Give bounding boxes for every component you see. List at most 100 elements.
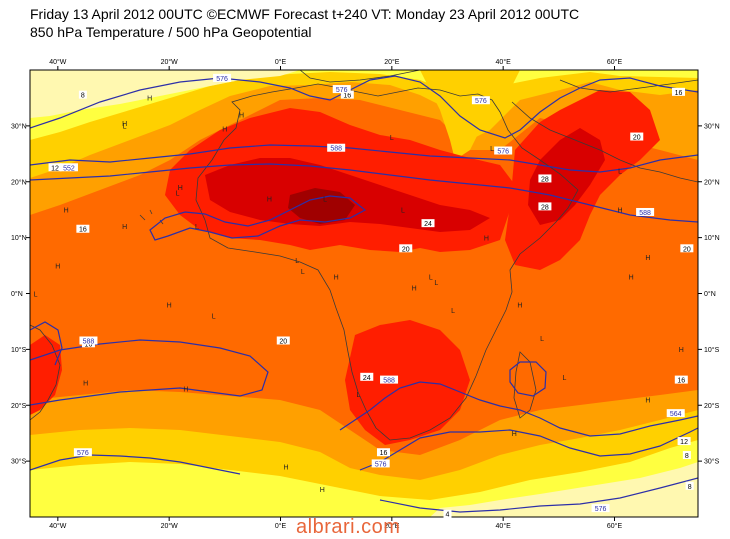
lat-label-left: 30°N <box>11 122 27 130</box>
high-marker: H <box>679 347 684 354</box>
svg-text:588: 588 <box>639 210 651 217</box>
geopotential-contours <box>30 75 698 513</box>
geopotential-label: 564 <box>666 409 685 418</box>
pressure-center-markers: HHHHHHHHHHHHHHHHHHHHHHHHLLLLLLLLLLLLLLLL… <box>34 96 684 494</box>
lat-label-left: 30°S <box>11 458 27 466</box>
temperature-label: 8 <box>682 451 691 460</box>
coastlines <box>30 70 698 441</box>
temp-band-24-28-southafrica <box>345 320 470 445</box>
svg-text:16: 16 <box>380 450 388 457</box>
svg-text:552: 552 <box>63 165 75 172</box>
svg-text:8: 8 <box>685 453 689 460</box>
temperature-label: 16 <box>76 224 90 234</box>
svg-text:8: 8 <box>81 93 85 100</box>
svg-text:576: 576 <box>216 76 228 83</box>
lat-label-right: 20°S <box>704 402 720 410</box>
svg-text:576: 576 <box>336 87 348 94</box>
temperature-labels: 16 16 20 24 20 16 16 20 20 16 12 8 8 16 4 8 12 28 28 24 <box>48 87 694 519</box>
watermark: albrari.com <box>296 516 401 538</box>
temperature-label: 16 <box>674 375 688 385</box>
lat-label-right: 30°S <box>704 458 720 466</box>
lon-label-top: 20°E <box>384 58 400 66</box>
svg-text:16: 16 <box>343 93 351 100</box>
svg-text:576: 576 <box>595 506 607 513</box>
temperature-label: 16 <box>340 90 354 100</box>
low-marker: L <box>401 207 405 214</box>
svg-text:16: 16 <box>85 341 93 348</box>
svg-text:588: 588 <box>383 378 395 385</box>
svg-text:588: 588 <box>330 146 342 153</box>
temperature-label: 20 <box>680 244 694 253</box>
high-marker: H <box>167 302 172 309</box>
lon-label-bottom: 20°W <box>161 522 179 530</box>
low-marker: L <box>490 146 494 153</box>
chart-title: Friday 13 April 2012 00UTC ©ECMWF Foreca… <box>30 6 580 22</box>
lon-label-top: 20°W <box>161 58 179 66</box>
temperature-label: 8 <box>685 481 694 491</box>
low-marker: L <box>451 308 455 315</box>
svg-text:20: 20 <box>402 246 410 253</box>
low-marker: L <box>356 392 360 399</box>
svg-text:16: 16 <box>675 90 683 97</box>
temp-band-8-12-north <box>30 70 698 178</box>
geopotential-label: 576 <box>494 146 513 156</box>
lon-label-top: 40°E <box>496 58 512 66</box>
geopotential-label: 576 <box>471 96 490 105</box>
temperature-label: 20 <box>399 244 413 253</box>
svg-text:20: 20 <box>683 246 691 253</box>
temp-band-lt4-south <box>430 462 698 517</box>
lat-label-right: 10°N <box>704 234 720 242</box>
temp-band-28-32-arabia <box>528 128 605 225</box>
geopotential-label: 576 <box>371 459 390 468</box>
high-marker: H <box>122 121 127 128</box>
svg-text:576: 576 <box>375 461 387 468</box>
high-marker: H <box>183 386 188 393</box>
low-marker: L <box>562 375 566 382</box>
temperature-label: 12 <box>677 437 691 446</box>
geopotential-label: 576 <box>332 85 351 94</box>
geopotential-labels: 552 576 576 576 588 576 588 588 588 576 576 576 564 <box>59 73 685 513</box>
temperature-label: 24 <box>360 372 374 382</box>
temperature-label: 8 <box>78 90 87 100</box>
high-marker: H <box>55 263 60 270</box>
geopotential-label: 588 <box>380 375 399 385</box>
geopotential-label: 576 <box>591 504 610 513</box>
low-marker: L <box>390 135 394 142</box>
temp-band-28-32-sahara <box>205 158 490 232</box>
high-marker: H <box>64 207 69 214</box>
high-marker: H <box>645 397 650 404</box>
high-marker: H <box>320 487 325 494</box>
lon-label-bottom: 20°E <box>384 522 400 530</box>
svg-text:20: 20 <box>279 338 287 345</box>
low-marker: L <box>323 196 327 203</box>
temperature-label: 20 <box>630 132 644 142</box>
temperature-label: 16 <box>376 448 390 457</box>
svg-text:16: 16 <box>677 378 685 385</box>
svg-text:16: 16 <box>79 227 87 234</box>
high-marker: H <box>618 207 623 214</box>
low-marker: L <box>618 168 622 175</box>
high-marker: H <box>284 465 289 472</box>
temperature-label: 28 <box>538 174 552 183</box>
svg-text:4: 4 <box>446 512 450 519</box>
lat-label-left: 20°N <box>11 178 27 186</box>
lat-label-left: 20°S <box>11 402 27 410</box>
low-marker: L <box>301 269 305 276</box>
svg-text:12: 12 <box>680 439 688 446</box>
lon-label-bottom: 40°E <box>496 522 512 530</box>
high-marker: H <box>239 112 244 119</box>
lon-label-bottom: 40°W <box>49 522 67 530</box>
lon-label-top: 0°E <box>275 58 287 66</box>
low-marker: L <box>429 275 433 282</box>
geopotential-label: 588 <box>327 143 346 153</box>
lon-label-top: 40°W <box>49 58 67 66</box>
geopotential-label: 588 <box>636 207 655 217</box>
svg-text:8: 8 <box>688 484 692 491</box>
high-marker: H <box>147 96 152 103</box>
lat-label-left: 0°N <box>11 290 23 298</box>
high-marker: H <box>122 224 127 231</box>
geopotential-label: 588 <box>79 336 98 345</box>
geopotential-label: 576 <box>213 73 232 83</box>
temp-band-8-12-north-east <box>420 70 520 160</box>
